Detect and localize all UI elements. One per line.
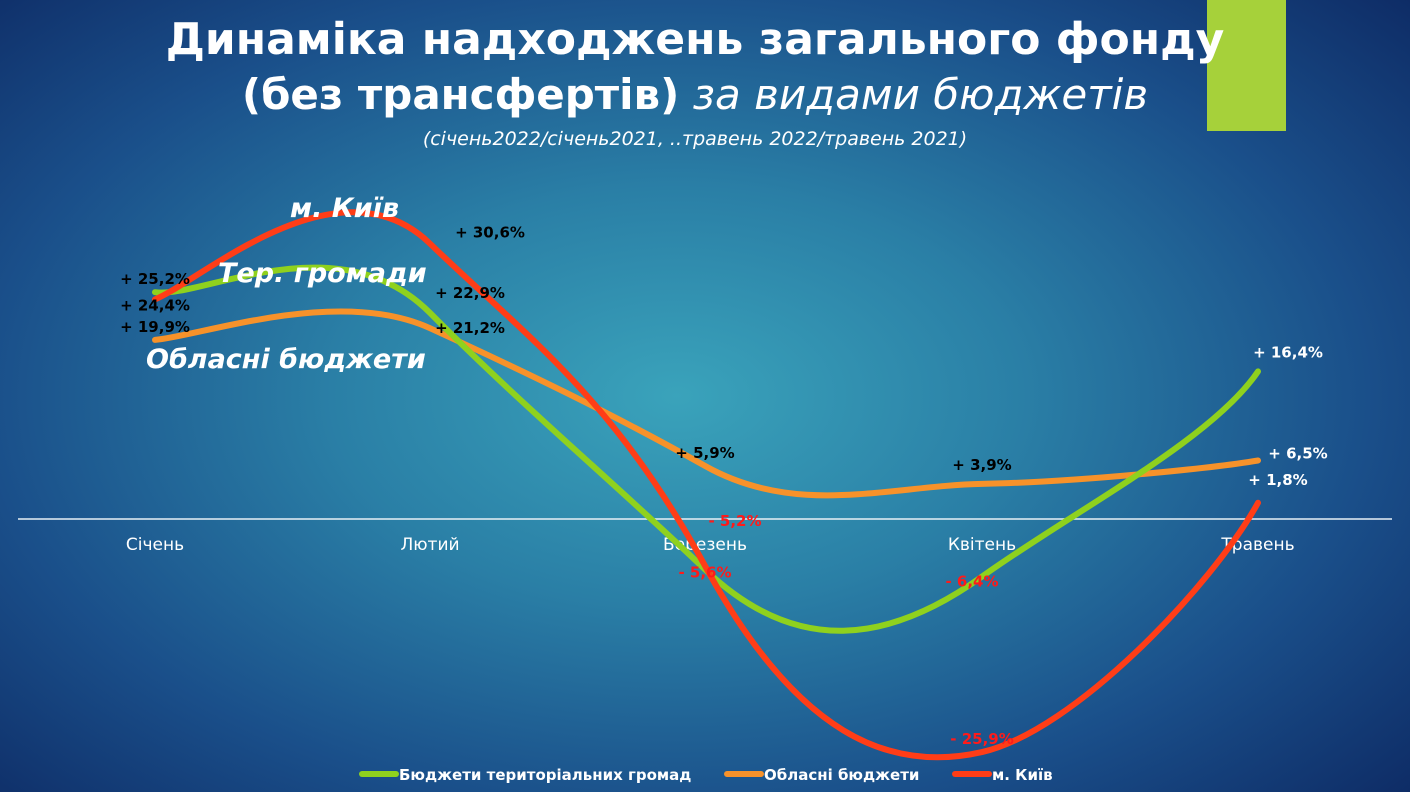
chart-title: Динаміка надходжень загального фонду [165, 14, 1225, 65]
data-label: + 16,4% [1253, 343, 1323, 361]
data-label: + 30,6% [455, 224, 525, 242]
data-label: + 1,8% [1248, 471, 1307, 489]
series-tag: Обласні бюджети [146, 344, 426, 375]
x-tick-label: Травень [1220, 535, 1294, 555]
data-label: + 24,4% [120, 296, 190, 314]
chart-title-line2: (без трансфертів) за видами бюджетів [0, 70, 1400, 119]
legend-label: м. Київ [992, 766, 1053, 784]
data-label: - 5,6% [678, 563, 731, 581]
data-label: + 25,2% [120, 270, 190, 288]
data-label: + 3,9% [952, 456, 1011, 474]
title-bold: (без трансфертів) [241, 70, 680, 119]
x-tick-label: Лютий [400, 535, 459, 555]
chart-subtitle: (січень2022/січень2021, ..травень 2022/т… [422, 128, 968, 150]
legend-label: Бюджети територіальних громад [399, 766, 691, 784]
series-tag: м. Київ [290, 193, 399, 224]
x-tick-label: Квітень [948, 535, 1016, 555]
title-italic: за видами бюджетів [679, 70, 1149, 119]
data-label: + 6,5% [1268, 445, 1327, 463]
data-label: + 21,2% [435, 319, 505, 337]
data-label: + 5,9% [675, 444, 734, 462]
series-line-1 [152, 308, 1261, 499]
data-label: - 25,9% [950, 730, 1014, 748]
data-label: - 6,4% [945, 573, 998, 591]
series-tag: Тер. громади [218, 258, 427, 289]
legend-label: Обласні бюджети [764, 766, 919, 784]
x-tick-label: Січень [126, 535, 184, 555]
data-label: + 22,9% [435, 284, 505, 302]
data-label: + 19,9% [120, 318, 190, 336]
accent-block [1207, 0, 1286, 131]
data-label: - 5,2% [708, 512, 761, 530]
series-line-2 [152, 209, 1261, 761]
